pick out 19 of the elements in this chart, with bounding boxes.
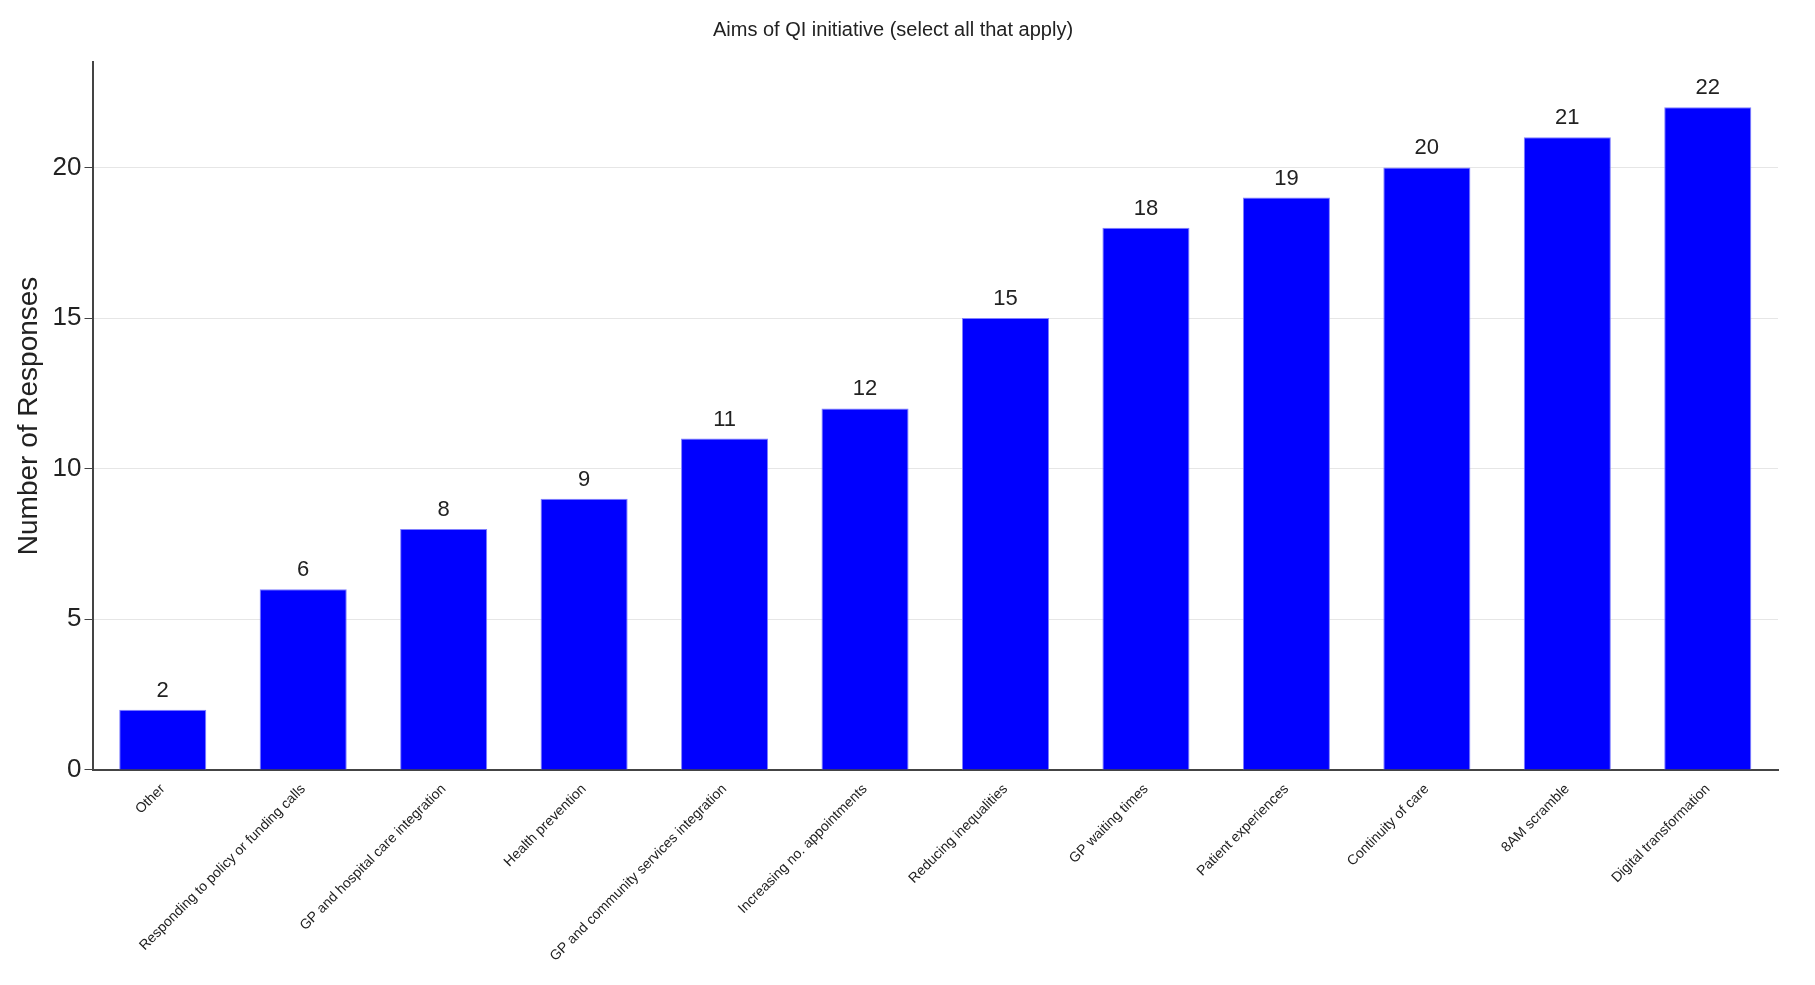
data-label: 12	[852, 375, 878, 401]
data-label: 2	[156, 676, 169, 702]
data-label: 18	[1133, 194, 1159, 220]
data-label: 22	[1695, 74, 1721, 100]
data-label: 9	[577, 465, 591, 491]
data-label: 8	[437, 495, 450, 521]
y-tick-label: 10	[52, 451, 82, 482]
data-label: 19	[1274, 164, 1299, 190]
data-label: 20	[1414, 134, 1440, 160]
y-tick-label: 20	[52, 150, 82, 181]
chart-title: Aims of QI initiative (select all that apply)	[712, 17, 1074, 40]
data-label: 15	[993, 285, 1018, 311]
y-tick-label: 5	[67, 602, 82, 633]
y-tick-label: 15	[52, 301, 82, 332]
data-label: 21	[1555, 104, 1580, 130]
data-label: 6	[297, 556, 310, 582]
y-tick-label: 0	[67, 753, 82, 784]
y-axis-title: Number of Responses	[11, 276, 43, 556]
data-label: 11	[713, 405, 736, 431]
